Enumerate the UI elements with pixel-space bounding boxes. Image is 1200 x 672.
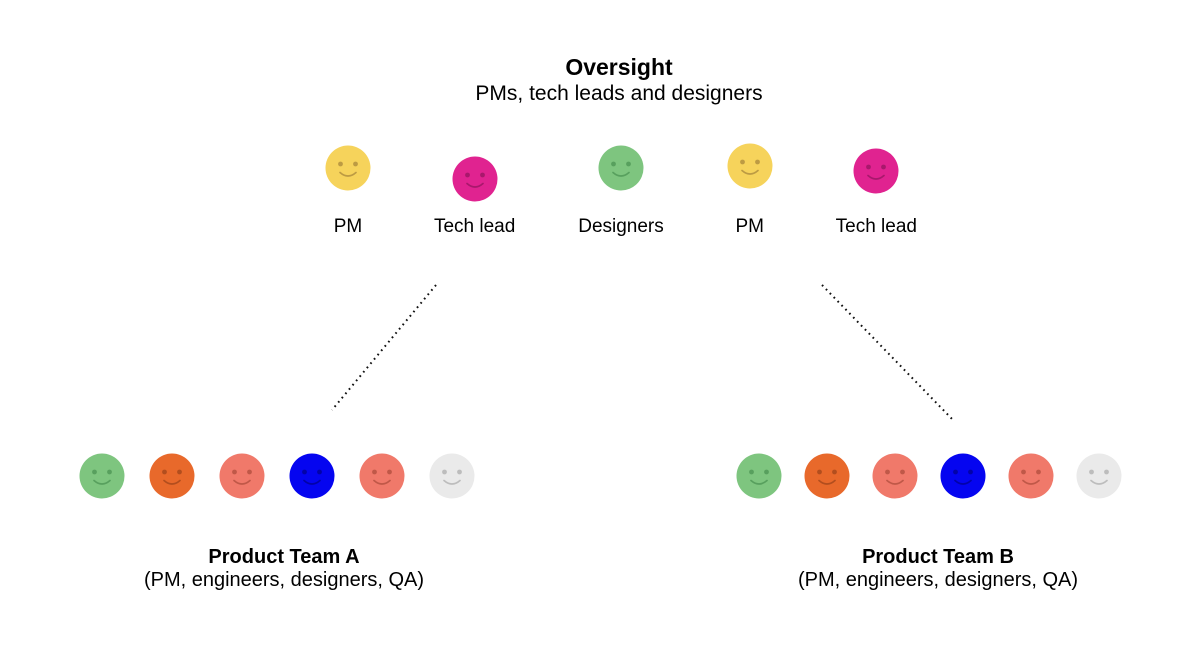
orange-smiley-face-icon	[149, 453, 195, 499]
face-slot	[853, 143, 899, 194]
oversight-member-pm: PM	[727, 143, 773, 238]
role-label: Tech lead	[835, 216, 917, 237]
green-smiley-face-icon	[736, 453, 782, 499]
face-slot	[325, 143, 371, 191]
gray-smiley-face-icon	[1076, 453, 1122, 499]
connector-oversight-to-team-a	[331, 284, 437, 411]
gray-smiley-face-icon	[429, 453, 475, 499]
oversight-member-designers: Designers	[578, 143, 664, 238]
blue-smiley-face-icon	[289, 453, 335, 499]
team-b-faces-row	[736, 453, 1122, 499]
team-a-composition: (PM, engineers, designers, QA)	[143, 569, 425, 591]
face-slot	[598, 143, 644, 191]
salmon-smiley-face-icon	[219, 453, 265, 499]
role-label: PM	[735, 216, 764, 237]
team-a-label: Product Team A (PM, engineers, designers…	[84, 546, 484, 592]
team-b-name: Product Team B	[862, 546, 1014, 568]
oversight-member-tech-lead: Tech lead	[836, 143, 917, 238]
magenta-smiley-face-icon	[853, 148, 899, 194]
oversight-member-tech-lead: Tech lead	[434, 143, 515, 238]
magenta-smiley-face-icon	[452, 156, 498, 202]
green-smiley-face-icon	[79, 453, 125, 499]
page-subtitle: PMs, tech leads and designers	[475, 82, 763, 105]
blue-smiley-face-icon	[940, 453, 986, 499]
page-title: Oversight	[565, 54, 673, 80]
green-smiley-face-icon	[598, 145, 644, 191]
oversight-member-pm: PM	[325, 143, 371, 238]
header: Oversight PMs, tech leads and designers	[119, 54, 1119, 107]
role-label: Designers	[578, 216, 664, 237]
yellow-smiley-face-icon	[325, 145, 371, 191]
salmon-smiley-face-icon	[872, 453, 918, 499]
orange-smiley-face-icon	[804, 453, 850, 499]
salmon-smiley-face-icon	[1008, 453, 1054, 499]
face-slot	[727, 143, 773, 189]
oversight-row: PM Tech lead Designers PM Tech lead	[325, 143, 917, 238]
role-label: Tech lead	[433, 216, 516, 237]
yellow-smiley-face-icon	[727, 143, 773, 189]
team-b-composition: (PM, engineers, designers, QA)	[797, 569, 1079, 591]
salmon-smiley-face-icon	[359, 453, 405, 499]
face-slot	[452, 143, 498, 202]
team-a-faces-row	[79, 453, 475, 499]
team-a-name: Product Team A	[208, 546, 360, 568]
team-b-label: Product Team B (PM, engineers, designers…	[738, 546, 1138, 592]
role-label: PM	[333, 216, 363, 237]
connector-oversight-to-team-b	[821, 284, 954, 421]
